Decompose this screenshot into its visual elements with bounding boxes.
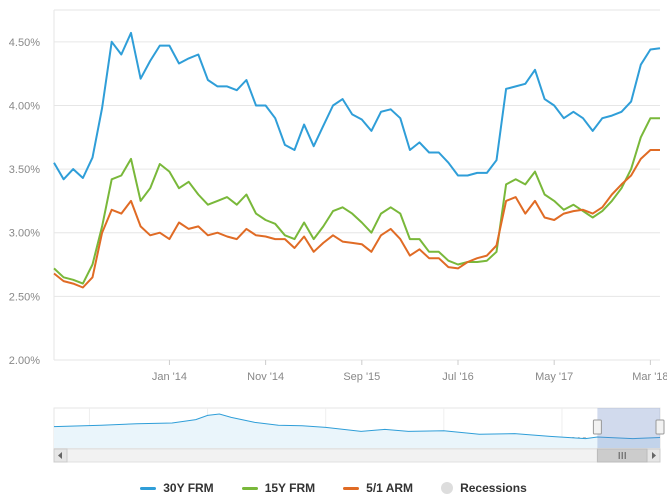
- scroll-right-arrow-icon: [652, 452, 656, 459]
- navigator-handle-left[interactable]: [592, 419, 602, 435]
- scroll-left-arrow-icon: [58, 452, 62, 459]
- navigator-selection[interactable]: [597, 408, 660, 448]
- x-tick-label-sep-15: Sep '15: [343, 371, 380, 383]
- legend-label-15y-frm: 15Y FRM: [264, 481, 316, 495]
- series-line-5-1-arm: [53, 149, 660, 289]
- y-tick-label-3-50: 3.50%: [9, 164, 40, 176]
- legend: 30Y FRM 15Y FRM 5/1 ARM Recessions: [0, 478, 667, 498]
- y-tick-label-2-50: 2.50%: [9, 291, 40, 303]
- legend-label-recessions: Recessions: [460, 481, 527, 495]
- x-tick-label-jul-16: Jul '16: [442, 371, 473, 383]
- x-tick-label-mar-18: Mar '18: [632, 371, 667, 383]
- legend-label-5-1-arm: 5/1 ARM: [366, 481, 414, 495]
- x-tick-label-nov-14: Nov '14: [247, 371, 284, 383]
- y-tick-label-2-00: 2.00%: [9, 355, 40, 367]
- y-tick-label-4-50: 4.50%: [9, 37, 40, 49]
- series-lines: [53, 31, 661, 289]
- legend-swatch-30y-frm: [140, 486, 157, 490]
- legend-dot-recessions: [441, 482, 454, 494]
- grid-lines: [53, 9, 660, 361]
- legend-swatch-5-1-arm: [343, 486, 360, 490]
- x-axis: Jan '14 Nov '14 Sep '15 Jul '16 May '17 Mar '…: [152, 360, 667, 383]
- legend-item-recessions[interactable]: Recessions: [441, 481, 527, 495]
- x-tick-label-jan-14: Jan '14: [152, 371, 187, 383]
- scrollbar-track[interactable]: [53, 448, 661, 463]
- legend-swatch-15y-frm: [241, 486, 258, 490]
- range-navigator[interactable]: 19701980199020002010: [53, 407, 665, 463]
- legend-item-30y-frm[interactable]: 30Y FRM: [140, 481, 214, 495]
- series-line-30y-frm: [53, 31, 661, 181]
- y-tick-label-4-00: 4.00%: [9, 100, 40, 112]
- mortgage-rate-chart: Jan '14 Nov '14 Sep '15 Jul '16 May '17 Mar '…: [9, 9, 667, 463]
- y-tick-label-3-00: 3.00%: [9, 228, 40, 240]
- legend-item-5-1-arm[interactable]: 5/1 ARM: [343, 481, 413, 495]
- series-line-15y-frm: [53, 117, 660, 285]
- legend-item-15y-frm[interactable]: 15Y FRM: [241, 481, 316, 495]
- legend-label-30y-frm: 30Y FRM: [163, 481, 214, 495]
- navigator-line: [53, 413, 661, 440]
- navigator-handle-right[interactable]: [655, 419, 665, 435]
- x-tick-label-may-17: May '17: [535, 371, 573, 383]
- y-axis: 2.00% 2.50% 3.00% 3.50% 4.00% 4.50%: [9, 37, 40, 367]
